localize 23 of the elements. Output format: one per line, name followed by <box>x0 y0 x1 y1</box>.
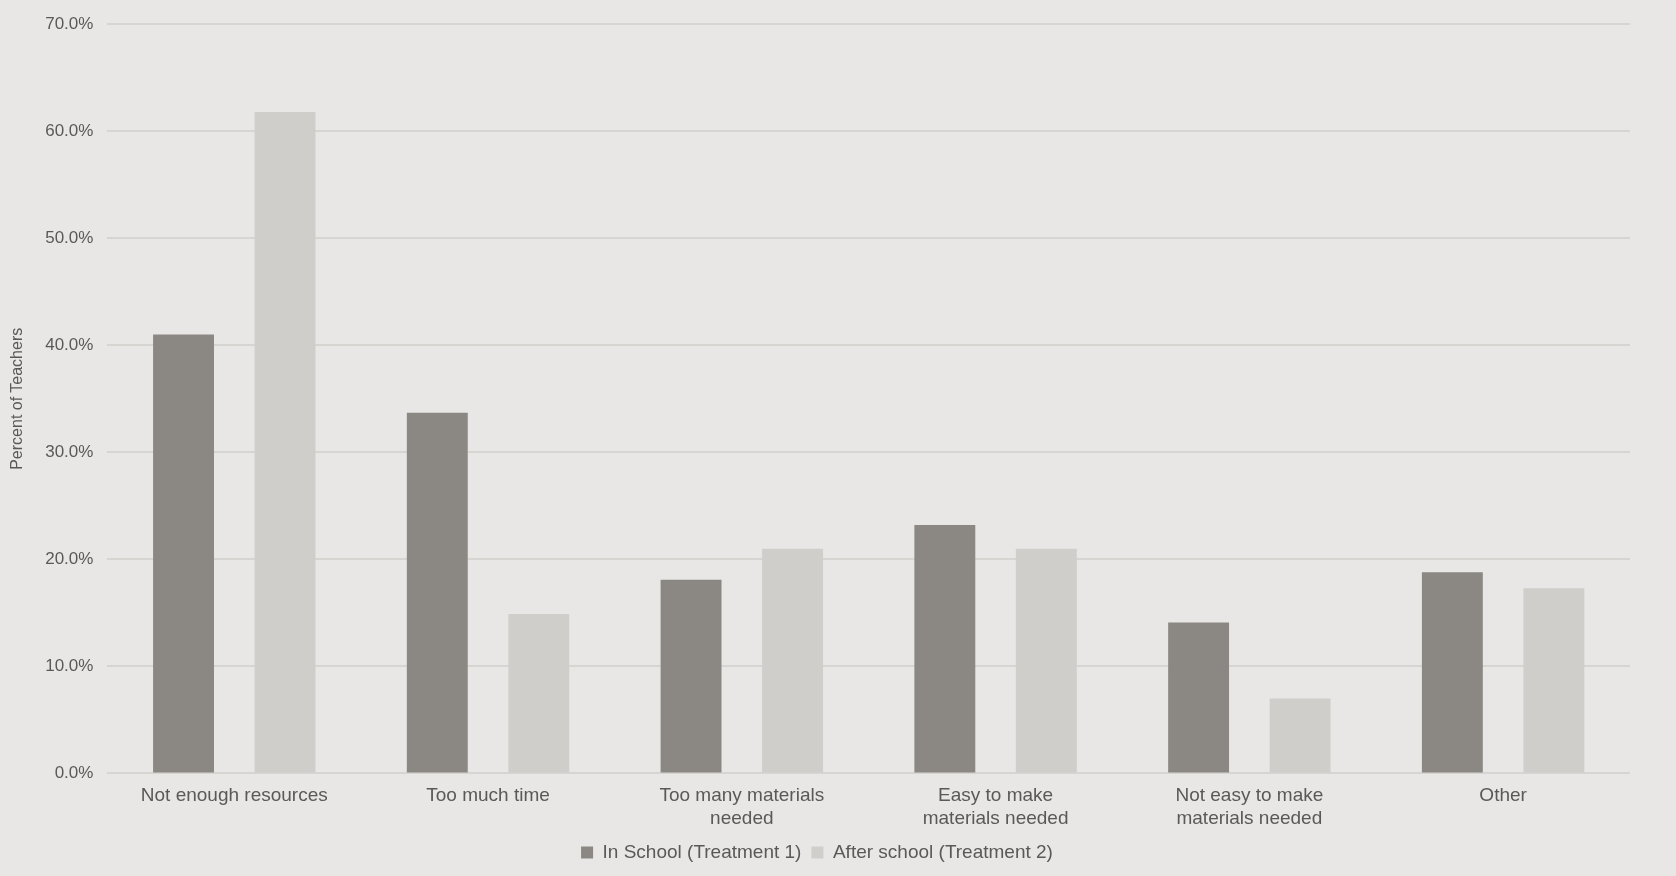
y-tick-label: 40.0% <box>45 334 94 354</box>
y-tick-label: 70.0% <box>45 13 94 33</box>
x-tick-label: Other <box>1479 784 1528 806</box>
bar <box>660 579 722 773</box>
y-tick-label: 50.0% <box>45 227 94 247</box>
bar <box>153 334 214 773</box>
bar <box>1168 622 1230 773</box>
y-tick-label: 30.0% <box>45 442 94 461</box>
bar <box>406 412 468 773</box>
bar <box>1421 572 1483 773</box>
y-axis-title: Percent of Teachers <box>8 327 26 470</box>
y-tick-label: 0.0% <box>54 763 94 783</box>
legend-label: After school (Treatment 2) <box>832 840 1053 862</box>
x-tick-label: Too much time <box>426 784 550 806</box>
x-tick-label: Not enough resources <box>140 784 328 806</box>
y-tick-label: 10.0% <box>45 656 94 676</box>
legend-label: In School (Treatment 1) <box>602 840 802 862</box>
bar <box>914 525 976 773</box>
x-tick-label: Not easy to make materials needed <box>1175 784 1324 828</box>
y-tick-label: 60.0% <box>45 120 94 140</box>
x-tick-label: Too many materials needed <box>659 784 825 828</box>
y-tick-label: 20.0% <box>45 549 94 569</box>
x-tick-label: Easy to make materials needed <box>922 784 1069 828</box>
